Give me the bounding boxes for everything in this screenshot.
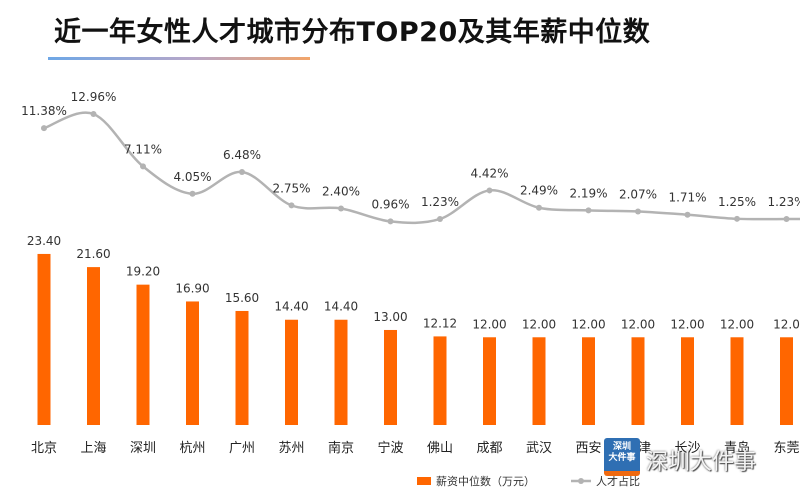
bar [186,301,199,425]
bar-value-label: 12.00 [571,317,605,331]
line-value-label: 1.23% [421,195,459,209]
line-point [41,125,47,132]
category-label: 南京 [328,440,354,456]
category-label: 东莞 [773,441,799,456]
category-label: 苏州 [278,440,304,456]
category-label: 武汉 [526,441,552,456]
bar [681,337,694,425]
legend-line-label: 人才占比 [596,474,640,488]
bar-value-label: 21.60 [76,247,110,261]
bar [285,319,298,425]
bar-value-label: 12.00 [621,317,655,331]
bar-value-label: 13.00 [373,310,407,324]
legend-bar-label: 薪资中位数（万元） [436,474,535,488]
line-point [140,163,146,170]
line-point [734,215,740,222]
bar [136,284,150,425]
line-value-label: 7.11% [124,142,162,156]
line-point [536,204,542,211]
line-point [288,202,295,209]
title-underline [48,57,310,60]
line-point [437,215,443,222]
line-point [684,211,691,218]
bar-value-label: 15.60 [225,291,259,305]
line-point [585,207,592,214]
bar-value-label: 12.00 [720,317,754,331]
category-label: 成都 [476,441,502,456]
bar [483,337,496,425]
category-label: 深圳 [130,441,156,456]
line-point [486,187,493,194]
line-point [338,205,344,212]
bar [780,337,793,425]
page-title: 近一年女性人才城市分布TOP20及其年薪中位数 [54,17,651,48]
bar [433,336,447,425]
bar-value-label: 23.40 [27,234,61,248]
line-point [239,169,245,176]
line-value-label: 12.96% [71,90,117,104]
category-label: 佛山 [427,441,453,456]
line-value-label: 1.71% [668,191,706,205]
line-point [189,190,196,197]
line-value-label: 0.96% [371,197,409,211]
category-label: 西安 [575,441,601,456]
bar-value-label: 12.00 [522,317,556,331]
legend-line-marker [578,478,584,484]
bar [87,267,100,425]
watermark-logo: 深圳 大件事 [604,438,640,476]
bar-value-label: 19.20 [126,265,160,279]
bar [730,337,744,425]
line-point [635,208,641,215]
category-label: 长沙 [674,441,700,456]
bar [582,337,595,425]
bar-value-label: 12.00 [670,317,704,331]
line-value-label: 1.25% [718,195,756,209]
line-value-label: 4.42% [470,166,508,180]
watermark-text: 深圳大件事 [646,450,757,475]
category-label: 广州 [229,441,255,456]
watermark: 深圳 大件事 深圳大件事 [604,436,800,480]
category-label: 青岛 [724,440,750,456]
line-value-label: 2.19% [569,186,607,200]
bar-value-label: 14.40 [274,300,308,314]
bar-value-label: 14.40 [324,300,358,314]
line-point [783,215,790,222]
line-point [387,218,394,225]
bar-value-label: 12.00 [472,317,506,331]
bar [37,253,51,425]
bar [384,329,397,425]
bar [631,337,645,425]
line-value-label: 1.23% [767,195,800,209]
category-label: 上海 [80,441,106,456]
category-label: 杭州 [179,441,205,456]
line-value-label: 2.75% [272,181,310,195]
bar [235,310,249,425]
bar-value-label: 12.0 [773,317,800,331]
bar-value-label: 12.12 [423,316,457,330]
line-value-label: 11.38% [21,104,67,118]
line-value-label: 2.07% [619,187,657,201]
category-label: 宁波 [377,440,403,456]
line-value-label: 4.05% [173,170,211,184]
line-point [90,111,97,118]
legend-bar-swatch [417,477,431,485]
bar-value-label: 16.90 [175,281,209,295]
bar [334,319,348,425]
line-value-label: 6.48% [223,148,261,162]
line-value-label: 2.49% [520,184,558,198]
line-value-label: 2.40% [322,185,360,199]
category-label: 北京 [31,441,57,456]
bar [532,337,546,425]
